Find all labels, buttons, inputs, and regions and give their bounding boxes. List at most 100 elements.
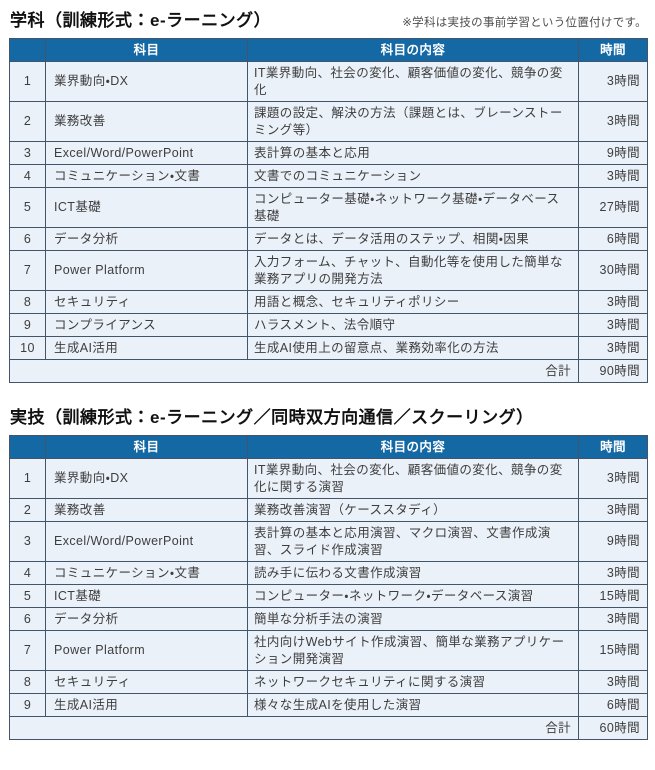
row-number-cell: 10 xyxy=(9,336,46,360)
content-cell: 業務改善演習（ケーススタディ） xyxy=(247,498,579,522)
content-cell: 読み手に伝わる文書作成演習 xyxy=(247,561,579,585)
jitsugi-table-body: 1 業界動向・DX IT業界動向、社会の変化、顧客価値の変化、競争の変化に関する演習… xyxy=(9,458,648,717)
row-number-cell: 1 xyxy=(9,458,46,499)
header-hours-cell: 時間 xyxy=(578,38,648,62)
subject-cell: ICT基礎 xyxy=(45,584,248,608)
row-number-cell: 2 xyxy=(9,498,46,522)
content-cell: 社内向けWebサイト作成演習、簡単な業務アプリケーション開発演習 xyxy=(247,630,579,671)
content-cell: データとは、データ活用のステップ、相関・因果 xyxy=(247,227,579,251)
header-no-cell xyxy=(9,38,46,62)
gakka-title-row: 学科（訓練形式：e-ラーニング） ※学科は実技の事前学習という位置付けです。 xyxy=(10,6,647,31)
hours-cell: 9時間 xyxy=(578,141,648,165)
hours-cell: 3時間 xyxy=(578,607,648,631)
header-subject-cell: 科目 xyxy=(45,38,248,62)
total-hours-cell: 90時間 xyxy=(578,359,648,383)
header-hours-cell: 時間 xyxy=(578,435,648,459)
subject-cell: Power Platform xyxy=(45,630,248,671)
subject-cell: 業務改善 xyxy=(45,498,248,522)
row-number-cell: 2 xyxy=(9,101,46,142)
table-row: 5 ICT基礎 コンピューター基礎・ネットワーク基礎・データベース基礎 27時間 xyxy=(9,187,648,228)
row-number-cell: 7 xyxy=(9,250,46,291)
hours-cell: 3時間 xyxy=(578,313,648,337)
gakka-table-body: 1 業界動向・DX IT業界動向、社会の変化、顧客価値の変化、競争の変化 3時間 2 業務… xyxy=(9,61,648,360)
gakka-section: 学科（訓練形式：e-ラーニング） ※学科は実技の事前学習という位置付けです。 科… xyxy=(9,6,648,383)
header-no-cell xyxy=(9,435,46,459)
content-cell: 簡単な分析手法の演習 xyxy=(247,607,579,631)
gakka-table: 科目 科目の内容 時間 1 業界動向・DX IT業界動向、社会の変化、顧客価値の変化… xyxy=(9,38,648,383)
hours-cell: 3時間 xyxy=(578,561,648,585)
row-number-cell: 3 xyxy=(9,141,46,165)
hours-cell: 9時間 xyxy=(578,521,648,562)
gakka-header-row: 科目 科目の内容 時間 xyxy=(9,38,648,62)
content-cell: 課題の設定、解決の方法（課題とは、ブレーンストーミング等） xyxy=(247,101,579,142)
table-row: 7 Power Platform 社内向けWebサイト作成演習、簡単な業務アプリケー… xyxy=(9,630,648,671)
header-subject-cell: 科目 xyxy=(45,435,248,459)
subject-cell: 生成AI活用 xyxy=(45,693,248,717)
row-number-cell: 9 xyxy=(9,313,46,337)
subject-cell: Excel/Word/PowerPoint xyxy=(45,521,248,562)
subject-cell: セキュリティ xyxy=(45,290,248,314)
content-cell: コンピューター・ネットワーク・データベース演習 xyxy=(247,584,579,608)
row-number-cell: 6 xyxy=(9,607,46,631)
table-row: 2 業務改善 課題の設定、解決の方法（課題とは、ブレーンストーミング等） 3時間 xyxy=(9,101,648,142)
subject-cell: Excel/Word/PowerPoint xyxy=(45,141,248,165)
subject-cell: データ分析 xyxy=(45,227,248,251)
table-row: 4 コミュニケーション・文書 文書でのコミュニケーション 3時間 xyxy=(9,164,648,188)
content-cell: IT業界動向、社会の変化、顧客価値の変化、競争の変化 xyxy=(247,61,579,102)
row-number-cell: 5 xyxy=(9,187,46,228)
gakka-section-title: 学科（訓練形式：e-ラーニング） xyxy=(10,11,272,30)
table-row: 5 ICT基礎 コンピューター・ネットワーク・データベース演習 15時間 xyxy=(9,584,648,608)
row-number-cell: 9 xyxy=(9,693,46,717)
row-number-cell: 1 xyxy=(9,61,46,102)
table-row: 9 コンプライアンス ハラスメント、法令順守 3時間 xyxy=(9,313,648,337)
header-content-cell: 科目の内容 xyxy=(247,435,579,459)
content-cell: 入力フォーム、チャット、自動化等を使用した簡単な業務アプリの開発方法 xyxy=(247,250,579,291)
row-number-cell: 8 xyxy=(9,290,46,314)
content-cell: 生成AI使用上の留意点、業務効率化の方法 xyxy=(247,336,579,360)
hours-cell: 3時間 xyxy=(578,101,648,142)
jitsugi-total-row: 合計 60時間 xyxy=(9,716,648,740)
table-row: 10 生成AI活用 生成AI使用上の留意点、業務効率化の方法 3時間 xyxy=(9,336,648,360)
table-row: 1 業界動向・DX IT業界動向、社会の変化、顧客価値の変化、競争の変化 3時間 xyxy=(9,61,648,102)
table-row: 2 業務改善 業務改善演習（ケーススタディ） 3時間 xyxy=(9,498,648,522)
subject-cell: 業務改善 xyxy=(45,101,248,142)
table-row: 6 データ分析 簡単な分析手法の演習 3時間 xyxy=(9,607,648,631)
subject-cell: 業界動向・DX xyxy=(45,458,248,499)
row-number-cell: 5 xyxy=(9,584,46,608)
row-number-cell: 8 xyxy=(9,670,46,694)
content-cell: ハラスメント、法令順守 xyxy=(247,313,579,337)
jitsugi-header-row: 科目 科目の内容 時間 xyxy=(9,435,648,459)
content-cell: IT業界動向、社会の変化、顧客価値の変化、競争の変化に関する演習 xyxy=(247,458,579,499)
row-number-cell: 4 xyxy=(9,164,46,188)
hours-cell: 6時間 xyxy=(578,693,648,717)
subject-cell: コンプライアンス xyxy=(45,313,248,337)
hours-cell: 3時間 xyxy=(578,61,648,102)
table-row: 6 データ分析 データとは、データ活用のステップ、相関・因果 6時間 xyxy=(9,227,648,251)
table-row: 4 コミュニケーション・文書 読み手に伝わる文書作成演習 3時間 xyxy=(9,561,648,585)
hours-cell: 3時間 xyxy=(578,458,648,499)
subject-cell: コミュニケーション・文書 xyxy=(45,164,248,188)
content-cell: コンピューター基礎・ネットワーク基礎・データベース基礎 xyxy=(247,187,579,228)
hours-cell: 3時間 xyxy=(578,290,648,314)
subject-cell: コミュニケーション・文書 xyxy=(45,561,248,585)
subject-cell: Power Platform xyxy=(45,250,248,291)
table-row: 8 セキュリティ ネットワークセキュリティに関する演習 3時間 xyxy=(9,670,648,694)
total-label-cell: 合計 xyxy=(9,716,579,740)
row-number-cell: 6 xyxy=(9,227,46,251)
content-cell: 文書でのコミュニケーション xyxy=(247,164,579,188)
row-number-cell: 4 xyxy=(9,561,46,585)
subject-cell: セキュリティ xyxy=(45,670,248,694)
jitsugi-section-title: 実技（訓練形式：e-ラーニング／同時双方向通信／スクーリング） xyxy=(10,408,534,427)
total-hours-cell: 60時間 xyxy=(578,716,648,740)
jitsugi-table: 科目 科目の内容 時間 1 業界動向・DX IT業界動向、社会の変化、顧客価値の変化… xyxy=(9,435,648,740)
hours-cell: 3時間 xyxy=(578,498,648,522)
hours-cell: 15時間 xyxy=(578,584,648,608)
hours-cell: 30時間 xyxy=(578,250,648,291)
subject-cell: 生成AI活用 xyxy=(45,336,248,360)
jitsugi-title-row: 実技（訓練形式：e-ラーニング／同時双方向通信／スクーリング） xyxy=(10,403,647,428)
row-number-cell: 3 xyxy=(9,521,46,562)
content-cell: 用語と概念、セキュリティポリシー xyxy=(247,290,579,314)
hours-cell: 3時間 xyxy=(578,164,648,188)
subject-cell: データ分析 xyxy=(45,607,248,631)
table-row: 1 業界動向・DX IT業界動向、社会の変化、顧客価値の変化、競争の変化に関する演習… xyxy=(9,458,648,499)
